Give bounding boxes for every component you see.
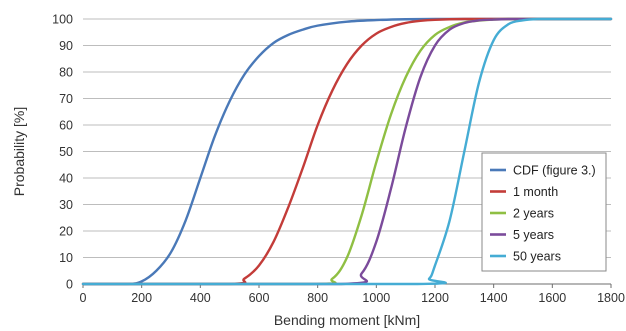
series-lines — [81, 17, 613, 286]
legend-entry: 2 years — [513, 207, 554, 221]
y-tick-label: 90 — [59, 39, 73, 53]
legend: CDF (figure 3.) 1 month 2 years 5 years 50 y… — [481, 152, 607, 272]
x-tick-label: 1600 — [538, 291, 566, 305]
series-line-4 — [81, 17, 613, 286]
y-tick-label: 60 — [59, 119, 73, 133]
y-axis-title: Probability [%] — [11, 107, 27, 196]
legend-entry: 50 years — [513, 250, 561, 264]
y-tick-label: 0 — [66, 278, 73, 292]
x-tick-label: 1400 — [480, 291, 508, 305]
y-tick-label: 20 — [59, 225, 73, 239]
x-tick-label: 200 — [131, 291, 152, 305]
x-tick-label: 1000 — [362, 291, 390, 305]
x-tick-label: 800 — [307, 291, 328, 305]
x-tick-label: 1200 — [421, 291, 449, 305]
y-tick-label: 100 — [52, 13, 73, 27]
x-axis-title: Bending moment [kNm] — [274, 312, 420, 328]
y-tick-label: 50 — [59, 145, 73, 159]
y-tick-label: 40 — [59, 172, 73, 186]
series-line-2 — [81, 17, 613, 286]
y-tick-label: 80 — [59, 66, 73, 80]
x-tick-label: 400 — [190, 291, 211, 305]
y-tick-label: 70 — [59, 92, 73, 106]
x-tick-label: 0 — [80, 291, 87, 305]
x-tick-label: 600 — [249, 291, 270, 305]
legend-entry: 1 month — [513, 185, 558, 199]
legend-items: CDF (figure 3.) 1 month 2 years 5 years 50 y… — [490, 164, 596, 264]
y-tick-label: 30 — [59, 198, 73, 212]
x-tick-label: 1800 — [597, 291, 625, 305]
legend-entry: 5 years — [513, 228, 554, 242]
legend-entry: CDF (figure 3.) — [513, 164, 596, 178]
series-line-5 — [81, 17, 613, 286]
y-tick-label: 10 — [59, 251, 73, 265]
